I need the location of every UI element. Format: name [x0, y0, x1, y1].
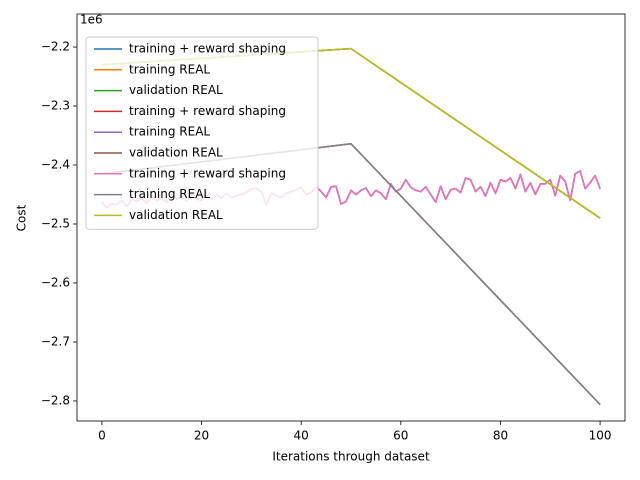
- legend-label: validation REAL: [129, 208, 223, 222]
- legend-label: training + reward shaping: [129, 166, 286, 180]
- x-axis-label: Iterations through dataset: [272, 450, 430, 464]
- y-tick-label: −2.5: [41, 216, 70, 230]
- y-tick-label: −2.6: [41, 275, 70, 289]
- x-tick-label: 40: [294, 429, 309, 443]
- y-tick-label: −2.8: [41, 393, 70, 407]
- legend-label: training REAL: [129, 187, 210, 201]
- legend-box: [85, 36, 319, 230]
- legend-label: training REAL: [129, 62, 210, 76]
- x-tick-label: 100: [589, 429, 612, 443]
- x-tick-label: 0: [98, 429, 106, 443]
- y-tick-label: −2.4: [41, 158, 70, 172]
- y-axis-label: Cost: [15, 204, 29, 231]
- legend-label: validation REAL: [129, 83, 223, 97]
- legend-label: validation REAL: [129, 146, 223, 160]
- legend-label: training + reward shaping: [129, 104, 286, 118]
- y-tick-label: −2.3: [41, 99, 70, 113]
- legend-label: training + reward shaping: [129, 42, 286, 56]
- x-tick-label: 80: [493, 429, 508, 443]
- legend-label: training REAL: [129, 125, 210, 139]
- x-tick-label: 60: [393, 429, 408, 443]
- plot-frame: [76, 13, 626, 422]
- y-offset-label: 1e6: [80, 13, 103, 27]
- y-tick-label: −2.2: [41, 40, 70, 54]
- x-tick-label: 20: [194, 429, 209, 443]
- y-tick-label: −2.7: [41, 334, 70, 348]
